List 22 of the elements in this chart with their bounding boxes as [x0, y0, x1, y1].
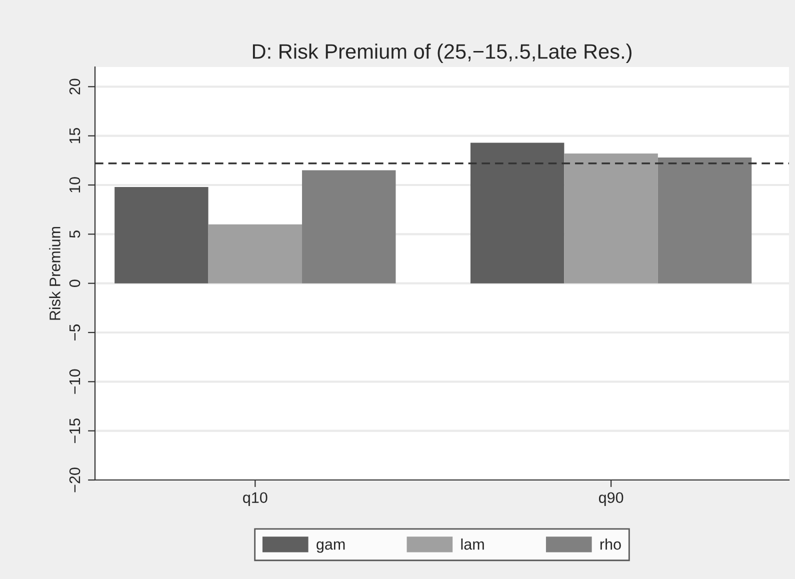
y-tick-label: −5 [70, 324, 80, 340]
y-tick-label: 15 [70, 128, 80, 144]
bar [114, 186, 208, 284]
y-tick-label: 10 [69, 177, 80, 192]
legend-label: rho [600, 538, 621, 550]
chart-title: D: Risk Premium of (25,−15,.5,Late Res.) [252, 44, 632, 63]
bar [564, 154, 658, 284]
legend-label: gam [316, 541, 345, 553]
legend-label: lam [461, 538, 484, 550]
bar [208, 224, 302, 284]
x-tick-label: q10 [243, 492, 268, 506]
y-tick-label: 5 [70, 230, 80, 238]
y-tick-label: −20 [69, 468, 80, 492]
bar [470, 142, 564, 284]
y-tick-label: −10 [69, 369, 80, 394]
y-tick-label: 0 [69, 280, 80, 287]
bar [302, 170, 396, 284]
x-tick-label: q90 [598, 492, 624, 506]
bar [658, 157, 752, 284]
y-tick-label: 20 [69, 78, 80, 94]
y-axis-title: Risk Premium [49, 226, 60, 320]
y-tick-label: −15 [70, 418, 80, 444]
